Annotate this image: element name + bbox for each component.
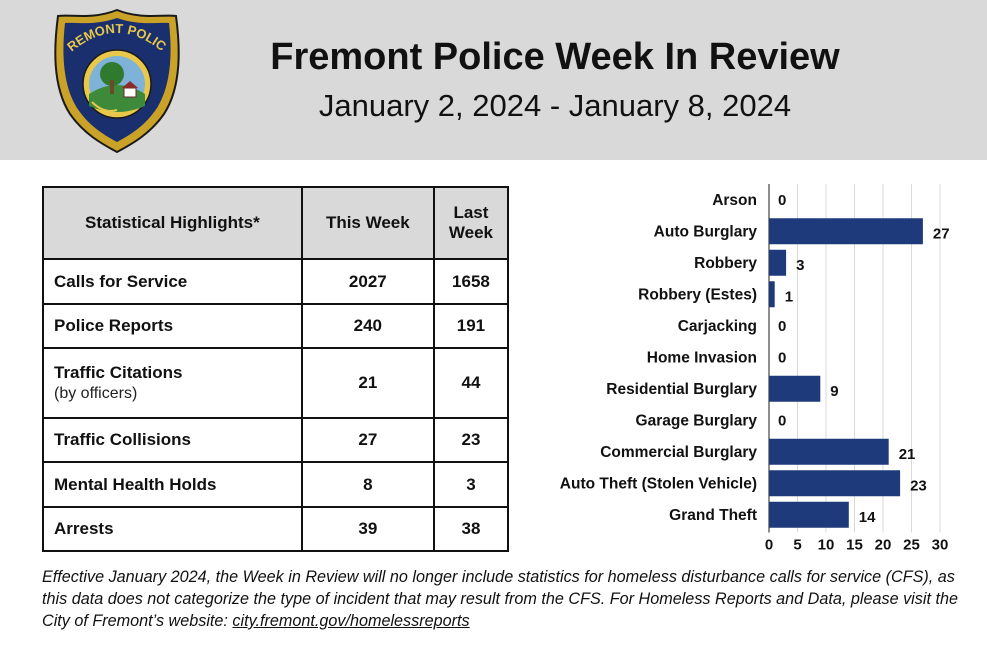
row-label: Mental Health Holds [42,461,303,508]
page-title: Fremont Police Week In Review [270,36,840,78]
header-statistical-highlights: Statistical Highlights* [42,185,303,261]
category-label: Arson [712,192,757,209]
table-row: Arrests 39 38 [42,505,510,553]
category-label: Auto Burglary [654,223,758,240]
row-sublabel: (by officers) [54,385,138,403]
this-week-value: 240 [300,302,435,349]
table-row: Traffic Citations (by officers) 21 44 [42,346,510,420]
header-this-week: This Week [300,185,435,261]
category-label: Grand Theft [669,507,757,524]
last-week-value: 3 [432,461,510,508]
page-header: FREMONT POLICE Fremont Police Week In Re… [0,0,987,160]
category-label: Robbery [694,255,757,272]
bar [769,249,787,276]
category-label: Carjacking [678,318,757,335]
footnote: Effective January 2024, the Week in Revi… [42,566,977,632]
bar [769,375,821,402]
bar-value-label: 0 [778,412,786,429]
row-label-cell: Traffic Citations (by officers) [42,346,303,420]
table-row: Police Reports 240 191 [42,302,510,349]
bar-value-label: 14 [859,509,876,526]
bar-value-label: 0 [778,318,786,335]
last-week-value: 44 [432,346,510,420]
bar [769,218,923,245]
x-tick-label: 0 [765,537,773,554]
bar-value-label: 27 [933,225,950,242]
homeless-reports-link[interactable]: city.fremont.gov/homelessreports [232,612,470,630]
row-label: Arrests [42,505,303,553]
row-label: Police Reports [42,302,303,349]
bar-value-label: 9 [830,383,838,400]
x-tick-label: 5 [793,537,801,554]
row-label: Traffic Citations [54,363,183,383]
table-row: Calls for Service 2027 1658 [42,258,510,305]
category-label: Auto Theft (Stolen Vehicle) [560,475,757,492]
last-week-value: 23 [432,417,510,464]
last-week-value: 38 [432,505,510,553]
footnote-text: Effective January 2024, the Week in Revi… [42,568,958,630]
this-week-value: 21 [300,346,435,420]
x-tick-label: 20 [875,537,892,554]
bar-value-label: 23 [910,477,927,494]
row-label: Calls for Service [42,258,303,305]
bar-value-label: 0 [778,192,786,209]
category-label: Residential Burglary [606,381,757,398]
this-week-value: 39 [300,505,435,553]
last-week-value: 1658 [432,258,510,305]
this-week-value: 27 [300,417,435,464]
table-row: Traffic Collisions 27 23 [42,417,510,464]
table-row: Mental Health Holds 8 3 [42,461,510,508]
category-label: Commercial Burglary [600,444,757,461]
x-tick-label: 30 [932,537,949,554]
bar-value-label: 21 [899,446,916,463]
this-week-value: 8 [300,461,435,508]
this-week-value: 2027 [300,258,435,305]
bar [769,501,849,528]
header-last-week: Last Week [432,185,510,261]
category-label: Robbery (Estes) [638,286,757,303]
statistical-highlights-table: Statistical Highlights* This Week Last W… [42,185,510,553]
bar-value-label: 1 [785,288,793,305]
bar-value-label: 3 [796,257,804,274]
table-header-row: Statistical Highlights* This Week Last W… [42,185,510,261]
bar [769,438,889,465]
category-label: Garage Burglary [636,412,758,429]
date-range: January 2, 2024 - January 8, 2024 [318,88,792,123]
x-tick-label: 15 [846,537,863,554]
bar [769,470,901,497]
x-tick-label: 10 [818,537,835,554]
category-label: Home Invasion [647,349,757,366]
police-badge-logo: FREMONT POLICE [52,6,180,154]
bar-value-label: 0 [778,349,786,366]
bar [769,281,775,308]
x-tick-label: 25 [903,537,920,554]
row-label: Traffic Collisions [42,417,303,464]
last-week-value: 191 [432,302,510,349]
